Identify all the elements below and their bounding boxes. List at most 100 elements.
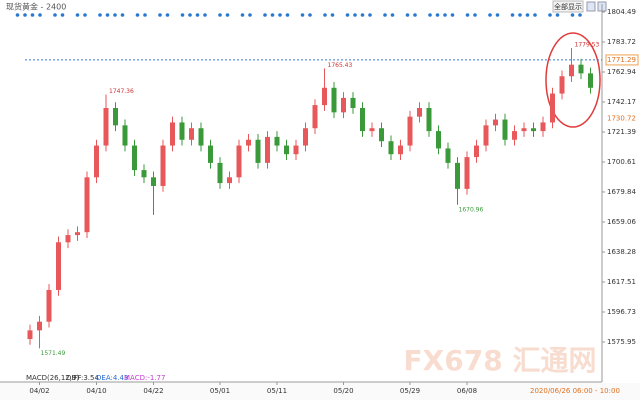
candle-body — [208, 145, 213, 163]
y-tick-label: 1762.94 — [607, 68, 636, 76]
news-dot — [555, 13, 560, 17]
news-dot — [270, 13, 275, 17]
candle-body — [236, 145, 242, 178]
candle-body — [512, 131, 517, 140]
y-tick-label: 1804.49 — [607, 8, 636, 16]
candle-body — [160, 145, 166, 186]
candle-body — [227, 177, 232, 184]
y-tick-label: 1783.72 — [607, 38, 636, 46]
news-dot — [488, 13, 492, 17]
news-dot — [428, 13, 432, 17]
news-dot — [570, 13, 575, 17]
x-tick-label: 05/29 — [400, 387, 420, 395]
x-tick-label: 04/02 — [29, 387, 49, 395]
candle-body — [588, 73, 593, 88]
candle-body — [369, 128, 375, 132]
candle-body — [350, 97, 356, 109]
y-tick-label: 1721.39 — [607, 128, 636, 136]
candle-body — [341, 97, 346, 113]
candle-body — [189, 128, 194, 140]
news-dot — [390, 13, 395, 17]
candle-body — [56, 242, 61, 290]
highlight-circle — [545, 32, 601, 128]
candle-body — [493, 119, 498, 126]
macd-diff: DIFF:3.54 — [66, 374, 99, 382]
news-dot — [383, 13, 387, 17]
y-tick-label: 1679.84 — [607, 188, 636, 196]
candle-body — [65, 235, 71, 243]
macd-value: MACD:-1.77 — [124, 374, 165, 382]
candle-body — [331, 87, 337, 113]
show-all-button[interactable] — [552, 0, 584, 13]
news-dot — [450, 13, 455, 17]
candle-body — [37, 321, 42, 331]
candle-body — [265, 136, 270, 163]
news-dot — [443, 13, 447, 17]
news-dot — [83, 13, 87, 17]
candle-body — [550, 93, 555, 123]
candle-body — [113, 108, 118, 126]
news-dot — [533, 13, 537, 17]
x-tick-label: 04/22 — [143, 387, 163, 395]
news-dot — [360, 13, 365, 17]
news-dot — [195, 13, 200, 17]
high-label: 1779.53 — [575, 42, 600, 49]
high-label: 1765.43 — [328, 62, 353, 69]
candle-body — [483, 125, 489, 146]
news-dot — [105, 13, 110, 17]
candle-body — [46, 289, 52, 322]
news-dot — [465, 13, 470, 17]
cursor-time: 2020/06/26 06:00 - 10:00 — [530, 387, 620, 395]
news-dot — [330, 13, 335, 17]
candle-body — [474, 145, 479, 158]
candle-body — [426, 108, 432, 132]
news-dot — [285, 13, 290, 17]
low-label: 1670.96 — [459, 206, 484, 213]
candle-body — [122, 125, 128, 146]
news-dot — [180, 13, 185, 17]
news-dot — [113, 13, 117, 17]
candle-body — [75, 232, 80, 236]
candle-body — [84, 177, 90, 233]
candle-body — [531, 128, 536, 132]
x-tick-label: 04/10 — [86, 387, 106, 395]
candle-body — [417, 108, 422, 117]
last-price-label: 1771.29 — [607, 56, 636, 64]
y-tick-label: 1742.17 — [607, 98, 636, 106]
news-dot — [548, 13, 552, 17]
news-dot — [368, 13, 372, 17]
news-dot — [495, 13, 500, 17]
y-tick-label: 1700.61 — [607, 158, 636, 166]
news-dot — [263, 13, 267, 17]
last-price-box — [605, 54, 639, 66]
news-dot — [158, 13, 162, 17]
candle-body — [303, 128, 308, 146]
footer-bar — [0, 383, 640, 400]
news-dot — [473, 13, 477, 17]
candle-body — [464, 157, 470, 189]
marker-price-label: 1730.72 — [607, 115, 636, 123]
show-all-label[interactable]: 全部显示 — [554, 2, 582, 11]
candle-body — [179, 122, 185, 140]
news-dot — [120, 13, 125, 17]
news-dot — [23, 13, 27, 17]
candle-body — [540, 122, 546, 132]
candle-body — [141, 170, 147, 178]
y-tick-label: 1659.06 — [607, 218, 636, 226]
low-label: 1571.49 — [41, 350, 66, 357]
candle-body — [103, 108, 109, 146]
news-dot — [98, 13, 102, 17]
macd-label: MACD(26,12,9) — [26, 374, 79, 382]
chart-title: 现货黄金 - 2400 — [6, 2, 66, 12]
candle-body — [407, 116, 413, 146]
news-dot — [413, 13, 417, 17]
news-dot — [218, 13, 222, 17]
tool-icon[interactable] — [586, 1, 596, 12]
candle-body — [94, 145, 99, 178]
news-dot — [188, 13, 192, 17]
y-tick-label: 1617.51 — [607, 278, 636, 286]
y-tick-label: 1638.28 — [607, 248, 636, 256]
news-dot — [353, 13, 357, 17]
